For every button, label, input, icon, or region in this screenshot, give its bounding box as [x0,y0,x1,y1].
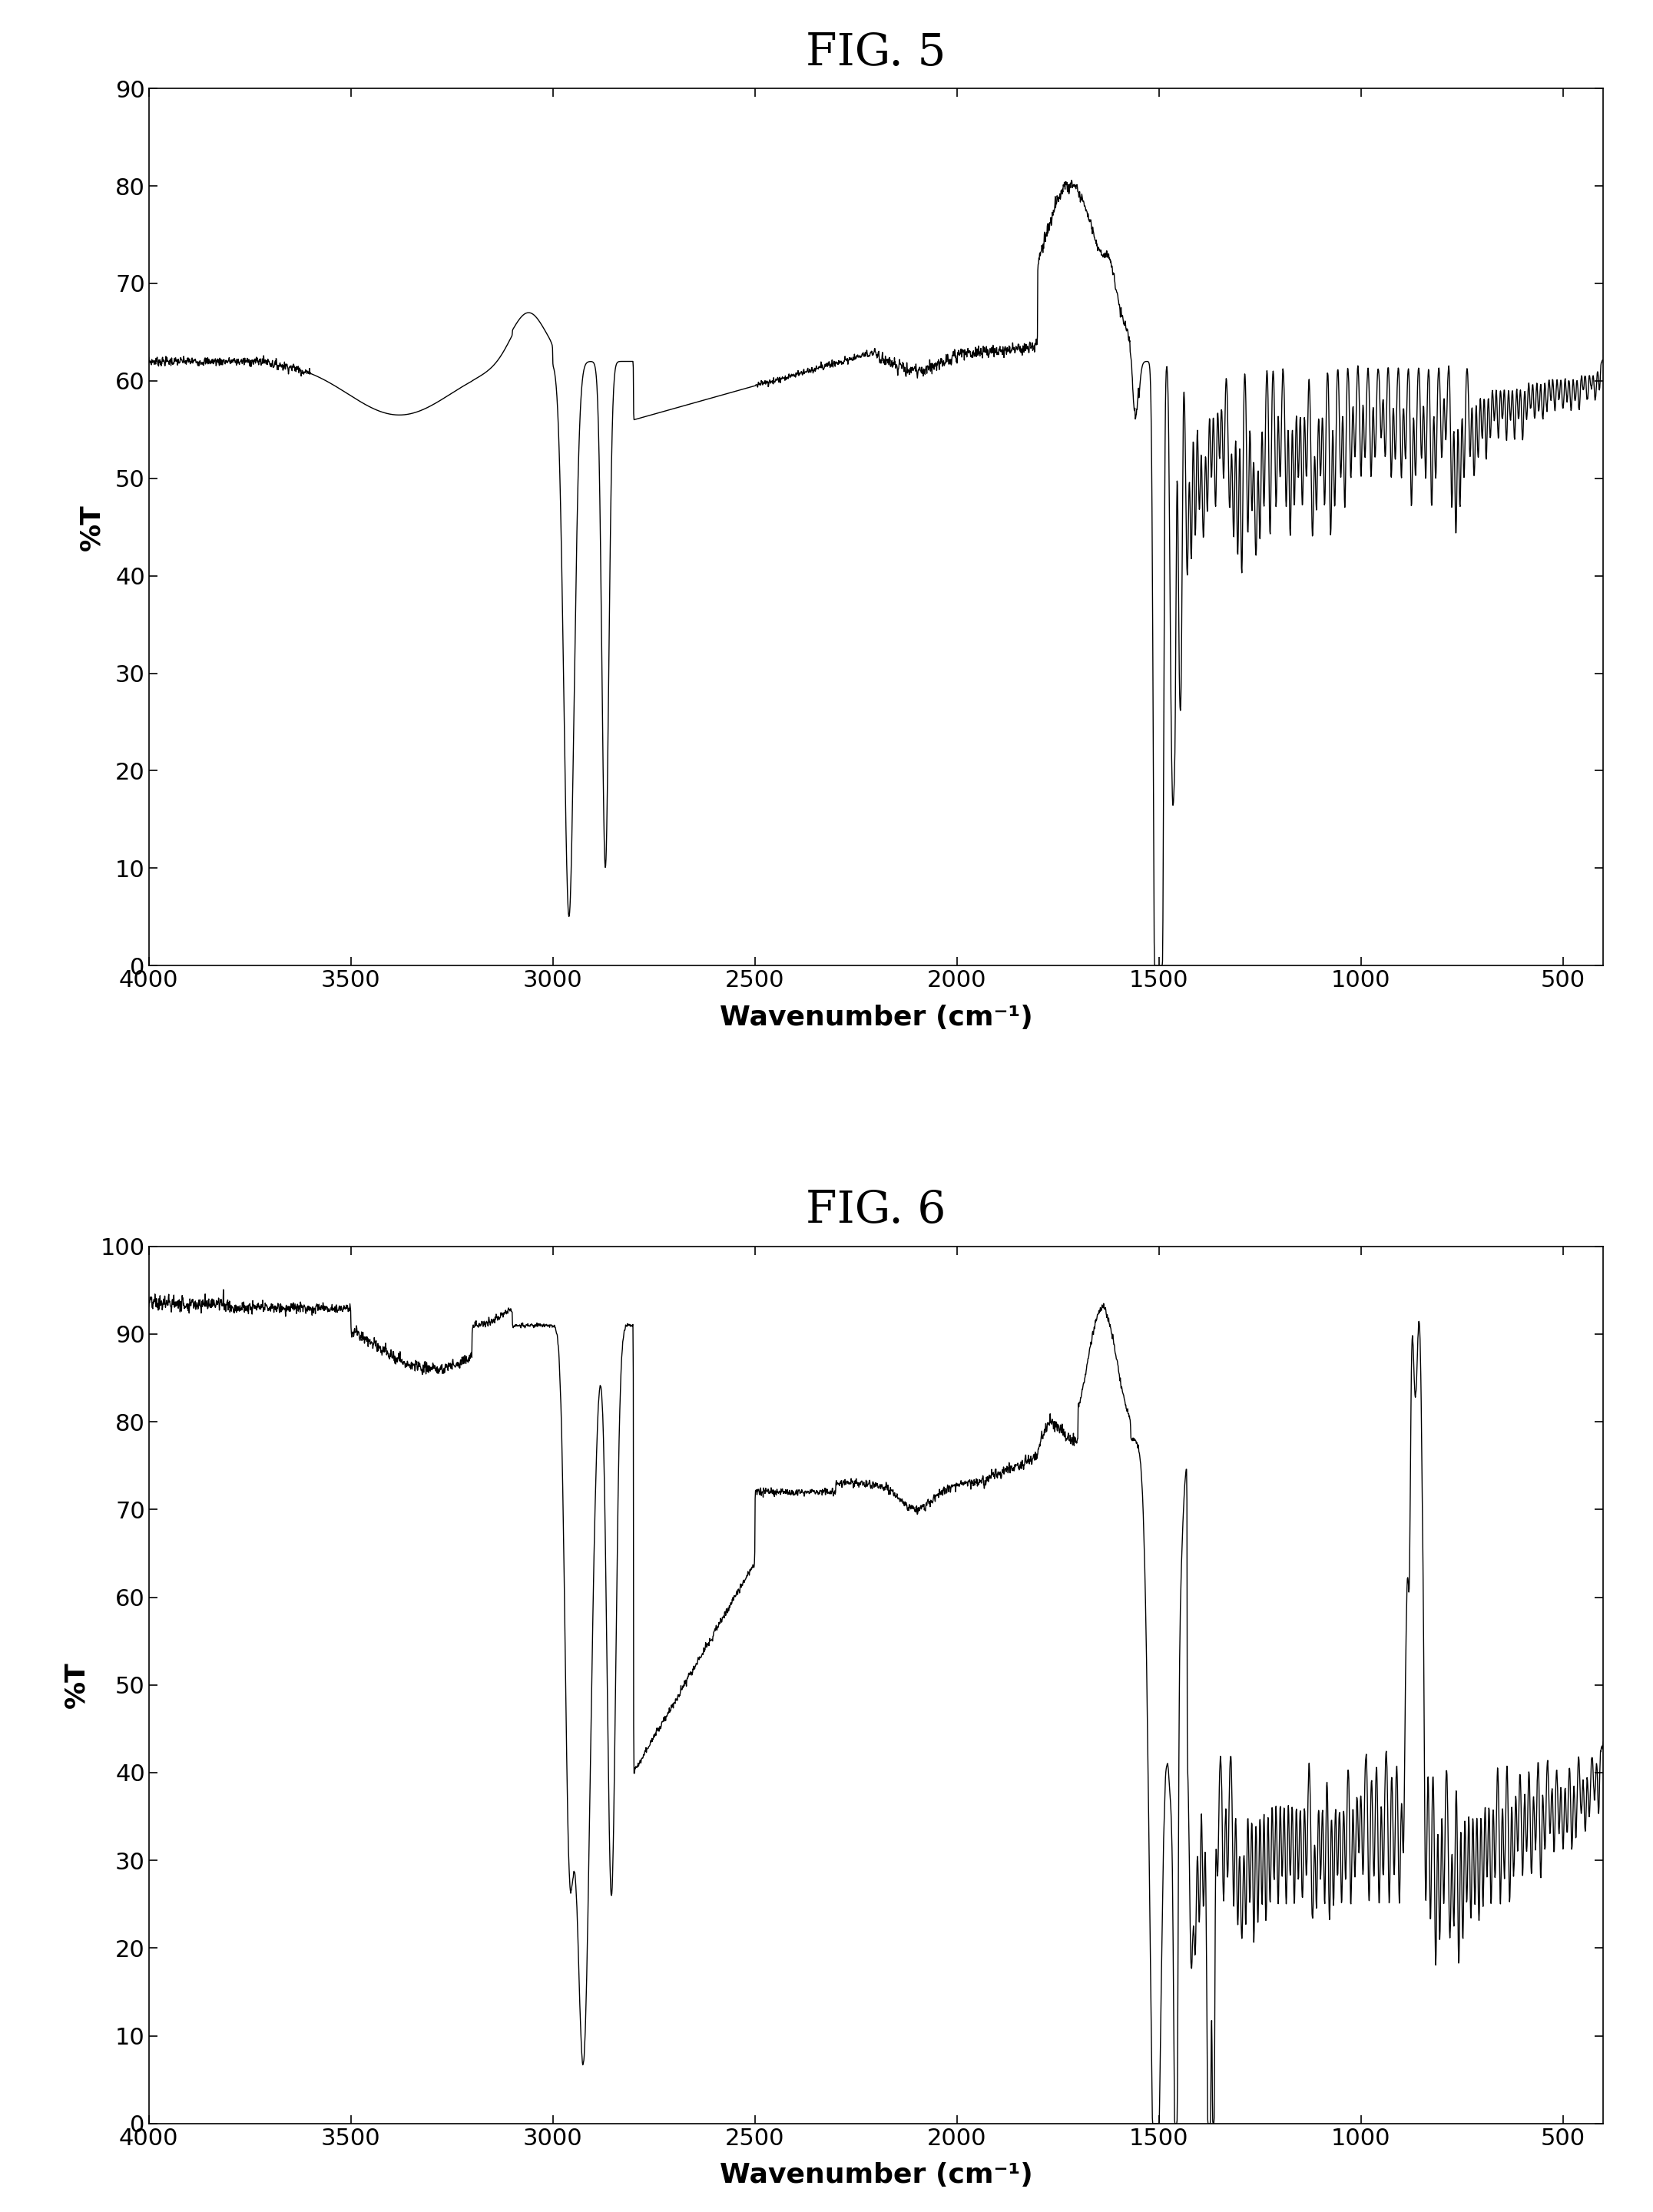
Y-axis label: %T: %T [63,1661,89,1708]
X-axis label: Wavenumber (cm⁻¹): Wavenumber (cm⁻¹) [719,1004,1033,1031]
Title: FIG. 6: FIG. 6 [807,1190,946,1232]
Title: FIG. 5: FIG. 5 [807,31,946,75]
X-axis label: Wavenumber (cm⁻¹): Wavenumber (cm⁻¹) [719,2163,1033,2188]
Y-axis label: %T: %T [78,504,104,551]
